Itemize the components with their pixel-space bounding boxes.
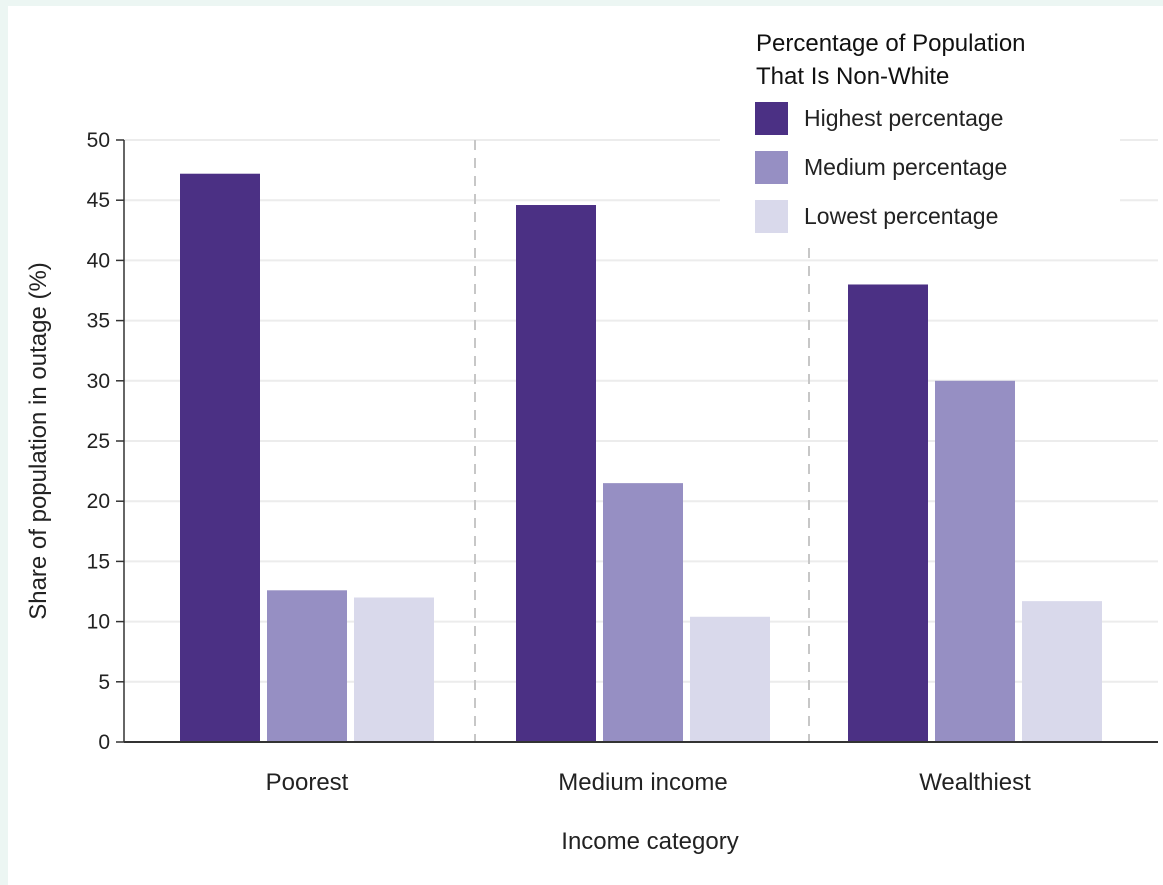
axes xyxy=(116,139,1158,743)
legend-swatch xyxy=(755,151,788,184)
y-tick-label: 10 xyxy=(87,611,110,634)
bar-medium-percentage xyxy=(603,483,683,742)
bar-lowest-percentage xyxy=(690,616,770,742)
bar-medium-percentage xyxy=(267,590,347,742)
bar-highest-percentage xyxy=(180,173,260,742)
bar-lowest-percentage xyxy=(354,597,434,742)
y-axis-title: Share of population in outage (%) xyxy=(25,262,52,620)
y-tick-label: 0 xyxy=(98,731,110,754)
bar-lowest-percentage xyxy=(1022,601,1102,742)
legend-title-line2: That Is Non-White xyxy=(756,63,949,90)
legend-label: Medium percentage xyxy=(804,154,1007,180)
bars xyxy=(180,173,1102,743)
x-category-label: Poorest xyxy=(266,769,349,796)
legend-items: Highest percentage Medium percentage Lowes… xyxy=(755,102,1007,233)
bar-medium-percentage xyxy=(935,380,1015,742)
y-tick-label: 50 xyxy=(87,129,110,152)
y-tick-label: 15 xyxy=(87,550,110,573)
legend-swatch xyxy=(755,102,788,135)
x-axis-title: Income category xyxy=(561,828,738,855)
legend-label: Highest percentage xyxy=(804,105,1003,131)
y-tick-label: 30 xyxy=(87,370,110,393)
legend-swatch xyxy=(755,200,788,233)
bar-highest-percentage xyxy=(516,205,596,743)
legend-label: Lowest percentage xyxy=(804,203,998,229)
y-tick-label: 45 xyxy=(87,189,110,212)
y-tick-labels: 0 5 10 15 20 25 30 35 40 45 50 xyxy=(87,129,110,754)
y-tick-label: 20 xyxy=(87,490,110,513)
y-tick-label: 25 xyxy=(87,430,110,453)
x-category-label: Wealthiest xyxy=(919,769,1031,796)
y-tick-label: 5 xyxy=(98,671,110,694)
x-category-label: Medium income xyxy=(558,769,727,796)
legend: Percentage of Population That Is Non-Whi… xyxy=(720,28,1120,244)
x-category-labels: Poorest Medium income Wealthiest xyxy=(266,769,1031,796)
bar-highest-percentage xyxy=(848,284,928,742)
y-tick-label: 35 xyxy=(87,310,110,333)
legend-title-line1: Percentage of Population xyxy=(756,30,1026,57)
y-tick-label: 40 xyxy=(87,249,110,272)
